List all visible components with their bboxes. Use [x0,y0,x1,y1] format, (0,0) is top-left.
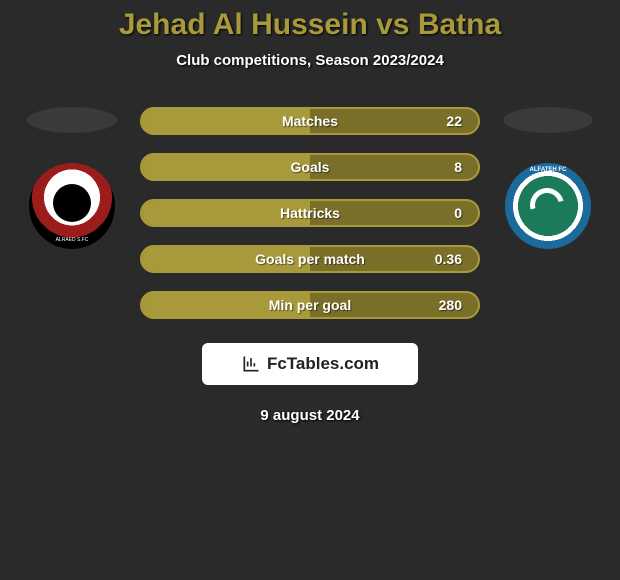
stat-goals-per-match: Goals per match 0.36 [140,245,480,273]
stat-label: Min per goal [269,297,351,313]
infographic-container: Jehad Al Hussein vs Batna Club competiti… [0,0,620,424]
stat-fill [142,155,310,179]
right-column: ALFATEH FC [498,107,598,249]
club-left-label: ALRAED S.FC [56,237,89,243]
stat-label: Goals per match [255,251,365,267]
stat-value: 280 [439,297,462,313]
stat-value: 0.36 [435,251,462,267]
brand-box: FcTables.com [202,343,418,385]
stat-value: 8 [454,159,462,175]
club-right-inner [528,186,568,226]
stats-column: Matches 22 Goals 8 Hattricks 0 Goals per… [140,107,480,319]
stat-value: 22 [446,113,462,129]
date-text: 9 august 2024 [0,407,620,424]
left-column: ALRAED S.FC [22,107,122,249]
chart-icon [241,354,261,374]
brand-text: FcTables.com [267,354,379,374]
subtitle: Club competitions, Season 2023/2024 [0,52,620,69]
stat-label: Matches [282,113,338,129]
stat-goals: Goals 8 [140,153,480,181]
page-title: Jehad Al Hussein vs Batna [0,8,620,42]
club-badge-left: ALRAED S.FC [29,163,115,249]
ball-icon [53,184,91,222]
stat-hattricks: Hattricks 0 [140,199,480,227]
swoosh-icon [524,182,570,228]
stat-matches: Matches 22 [140,107,480,135]
player-ellipse-left [27,107,117,133]
stat-label: Goals [291,159,330,175]
club-badge-right: ALFATEH FC [505,163,591,249]
stat-label: Hattricks [280,205,340,221]
stat-min-per-goal: Min per goal 280 [140,291,480,319]
player-ellipse-right [503,107,593,133]
stat-value: 0 [454,205,462,221]
club-right-label: ALFATEH FC [530,167,567,173]
main-row: ALRAED S.FC Matches 22 Goals 8 Hattricks… [0,107,620,319]
